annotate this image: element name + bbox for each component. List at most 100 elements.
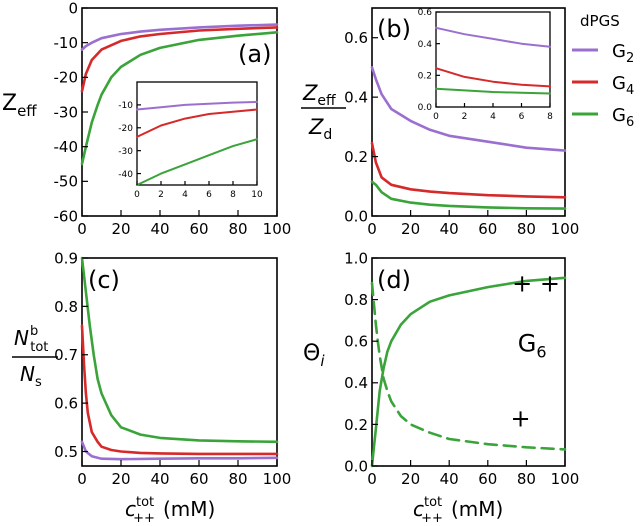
panel-b-inset-series-g6 — [435, 87, 551, 95]
panel-d-xtick-label: 20 — [401, 470, 420, 488]
panel-b-inset-xtick-label: 0 — [433, 112, 439, 122]
panel-b-inset-series-g2 — [435, 26, 551, 48]
panel-b-xtick-label: 80 — [517, 220, 536, 238]
panel-d: 0 20 40 60 80 100 0.0 0.2 0.4 0.6 0.8 1.0 (d) Θi + … — [303, 249, 579, 488]
panel-b-xtick-label: 20 — [401, 220, 420, 238]
panel-b-inset-series-g4 — [435, 67, 551, 88]
panel-c-series-g4 — [80, 324, 279, 456]
panel-c-xtick-label: 0 — [77, 470, 87, 488]
panel-c-series-g2 — [80, 440, 279, 461]
panel-a-inset-xtick-label: 8 — [230, 190, 236, 200]
panel-c-xtick-label: 100 — [263, 470, 292, 488]
panel-b-ytick-label: 0.4 — [344, 89, 368, 107]
panel-d-xtick-label: 100 — [551, 470, 580, 488]
panel-d-ylabel: Θi — [303, 341, 325, 370]
panel-b-xtick-label: 40 — [440, 220, 459, 238]
panel-c-ytick-label: 0.7 — [54, 346, 78, 364]
panel-d-annotation-g6-label: G6 — [518, 330, 547, 362]
panel-d-ytick-label: 0.2 — [344, 416, 368, 434]
legend: dPGS G2 G4 G6 — [572, 12, 634, 130]
panel-a-inset-xtick-label: 6 — [206, 190, 212, 200]
panel-a-inset-series-g2 — [136, 100, 258, 111]
panel-a-inset-xtick-label: 0 — [134, 190, 140, 200]
panel-c-series-g6 — [80, 256, 279, 444]
panel-c-ytick-label: 0.9 — [54, 249, 78, 267]
panel-b-frame — [371, 7, 566, 217]
panel-a-xtick-label: 40 — [150, 220, 169, 238]
panel-a-inset-frame — [136, 81, 258, 186]
panel-a-ytick-label: -60 — [54, 207, 79, 225]
panel-a-ylabel: Zeff — [2, 91, 37, 120]
panel-d-ytick-label: 0.0 — [344, 457, 368, 475]
panel-a-inset-series-g4 — [136, 108, 258, 138]
panel-b-inset-ytick-label: 0.6 — [418, 8, 433, 18]
panel-b-inset-xtick-label: 6 — [519, 112, 525, 122]
panel-b-label: (b) — [377, 15, 411, 43]
panel-d-frame — [371, 257, 566, 467]
panel-a-ytick-label: -40 — [54, 138, 79, 156]
panel-b-series-g2 — [370, 66, 567, 152]
panel-a-inset-xtick-label: 10 — [251, 190, 263, 200]
panel-a-xtick-label: 0 — [77, 220, 87, 238]
panel-a-xtick-label: 20 — [111, 220, 130, 238]
panel-c-xtick-label: 80 — [228, 470, 247, 488]
panel-a: 0 20 40 60 80 100-60-50-40-30-20-100 (a) Zeff… — [2, 0, 291, 238]
panel-c-frame — [81, 257, 278, 467]
panel-b-ytick-label: 0.6 — [344, 29, 368, 47]
panel-a-inset-ytick-label: -20 — [118, 124, 133, 134]
legend-entry-g4: G4 — [612, 73, 634, 98]
panel-a-series-g6 — [80, 30, 279, 166]
panel-b-ylabel: Zeff Zd — [301, 81, 346, 143]
panel-d-ytick-label: 0.8 — [344, 291, 368, 309]
panel-a-ytick-label: -20 — [54, 69, 79, 87]
svg-text:Ns: Ns — [20, 362, 42, 390]
panel-b-inset-xtick-label: 4 — [490, 112, 496, 122]
panel-a-inset-series-g6 — [136, 138, 258, 186]
legend-entry-g2: G2 — [612, 41, 634, 66]
panel-b-inset-ytick-label: 0.0 — [418, 103, 433, 113]
panel-c-ytick-label: 0.6 — [54, 395, 78, 413]
panel-b-inset: 0 2 4 6 8 0.0 0.2 0.4 0.6 — [418, 8, 553, 122]
panel-c-label: (c) — [88, 266, 120, 294]
panel-a-inset-ytick-label: -30 — [118, 147, 133, 157]
panel-a-series-g4 — [80, 26, 279, 93]
svg-text:Zeff: Zeff — [302, 81, 336, 109]
panel-c-xtick-label: 40 — [150, 470, 169, 488]
panel-a-inset-ytick-label: -40 — [118, 170, 133, 180]
panel-d-annotation-plus: + — [511, 404, 531, 432]
panel-c: 0 20 40 60 80 100 0.5 0.6 0.7 0.8 0.9 (c) Nb tot Ns — [12, 249, 291, 488]
panel-a-xtick-label: 100 — [263, 220, 292, 238]
panel-b-inset-ytick-label: 0.4 — [418, 40, 433, 50]
panel-c-ylabel: Nb tot Ns — [12, 324, 58, 390]
panel-c-xtick-label: 60 — [189, 470, 208, 488]
panel-c-xlabel: ctot ++ (mM) — [125, 495, 215, 526]
panel-d-xtick-label: 80 — [517, 470, 536, 488]
panel-d-ytick-label: 1.0 — [344, 249, 368, 267]
panel-b-xtick-label: 100 — [551, 220, 580, 238]
panel-a-xtick-label: 60 — [189, 220, 208, 238]
panel-d-label: (d) — [377, 266, 411, 294]
panel-a-ytick-label: -50 — [54, 173, 79, 191]
panel-d-ytick-label: 0.6 — [344, 333, 368, 351]
panel-b: 0 20 40 60 80 100 0.0 0.2 0.4 0.6 (b) Zeff Zd 0 2 4… — [301, 7, 580, 238]
panel-a-ytick-label: 0 — [68, 0, 78, 17]
panel-d-xtick-label: 60 — [478, 470, 497, 488]
legend-entry-g6: G6 — [612, 105, 634, 130]
panel-b-series-g4 — [370, 141, 567, 199]
panel-d-series-g6 — [370, 276, 567, 468]
panel-a-series-g2 — [80, 23, 279, 51]
panel-a-inset-ytick-label: -10 — [118, 101, 133, 111]
panel-d-xlabel: ctot ++ (mM) — [413, 495, 503, 526]
panel-d-annotation-plus-plus: + + — [512, 269, 560, 297]
panel-d-series-g6 — [370, 281, 567, 451]
legend-title: dPGS — [580, 12, 620, 30]
panel-a-inset-xtick-label: 2 — [158, 190, 164, 200]
panel-c-ytick-label: 0.8 — [54, 298, 78, 316]
panel-b-inset-xtick-label: 2 — [462, 112, 468, 122]
panel-b-xtick-label: 60 — [478, 220, 497, 238]
panel-a-label: (a) — [238, 40, 271, 68]
panel-a-inset: 0 2 4 6 8 10 -40 -30 -20 -10 — [118, 81, 263, 200]
panel-b-ytick-label: 0.0 — [344, 207, 368, 225]
